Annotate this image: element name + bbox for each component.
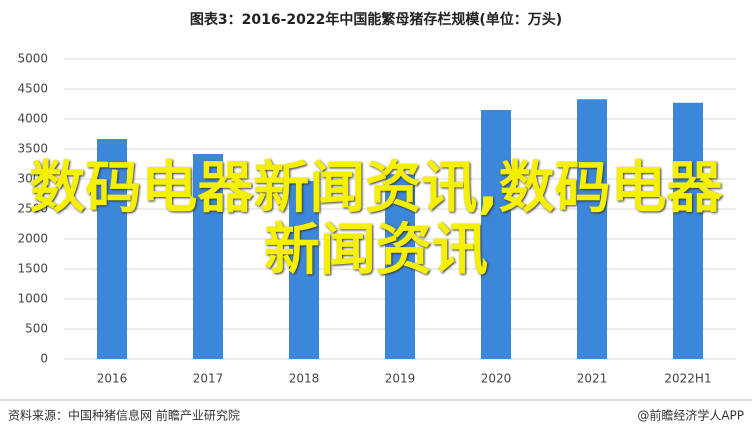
y-tick-label: 4000 <box>17 112 48 126</box>
y-tick-label: 2500 <box>17 202 48 216</box>
credit: @前瞻经济学人APP <box>637 408 744 423</box>
x-tick-label: 2017 <box>193 372 224 386</box>
source: 资料来源：中国种猪信息网 前瞻产业研究院 <box>8 408 240 423</box>
bar <box>385 174 415 359</box>
x-tick-label: 2020 <box>481 372 512 386</box>
x-tick-label: 2019 <box>385 372 416 386</box>
y-tick-label: 5000 <box>17 52 48 66</box>
x-tick-label: 2022H1 <box>664 372 711 386</box>
bar <box>97 138 127 359</box>
y-tick-label: 500 <box>25 322 48 336</box>
y-tick-label: 2000 <box>17 232 48 246</box>
bar <box>289 180 319 359</box>
bar <box>193 153 223 359</box>
x-tick-label: 2016 <box>97 372 128 386</box>
y-tick-label: 0 <box>40 352 48 366</box>
chart-title: 图表3：2016-2022年中国能繁母猪存栏规模(单位：万头) <box>190 11 562 28</box>
overlay-text: 数码电器新闻资讯,数码电器新闻资讯 <box>29 156 723 283</box>
bar <box>481 110 511 359</box>
y-tick-label: 1500 <box>17 262 48 276</box>
bar <box>577 99 607 359</box>
x-tick-label: 2021 <box>577 372 608 386</box>
y-tick-label: 1000 <box>17 292 48 306</box>
y-tick-label: 3000 <box>17 172 48 186</box>
x-tick-label: 2018 <box>289 372 320 386</box>
bar <box>673 102 703 360</box>
y-tick-label: 4500 <box>17 82 48 96</box>
y-tick-label: 3500 <box>17 142 48 156</box>
